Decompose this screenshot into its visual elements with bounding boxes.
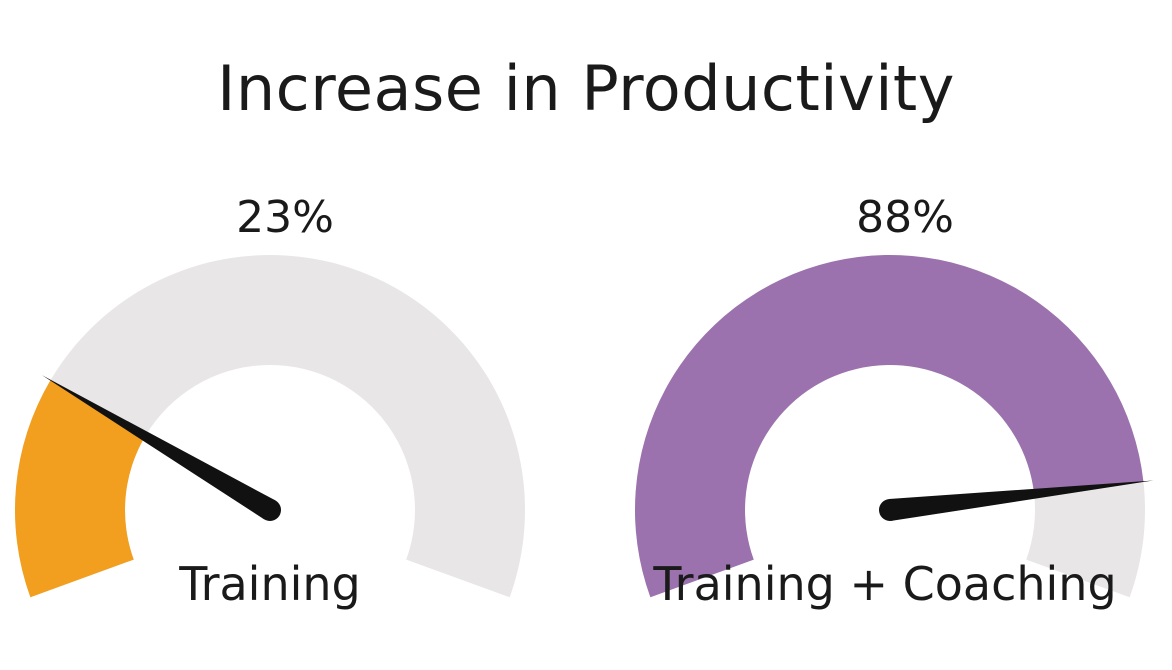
chart-title: Increase in Productivity <box>217 52 955 125</box>
gauge-needle <box>888 480 1154 521</box>
gauge-1: 23% Training <box>14 192 525 611</box>
gauge-fill <box>14 380 146 598</box>
gauge-needle-pivot <box>259 499 281 521</box>
gauge-needle <box>41 375 276 520</box>
gauge-track <box>14 255 525 598</box>
gauge-value-label: 88% <box>856 192 954 243</box>
gauge-value-label: 23% <box>236 192 334 243</box>
gauge-category-label: Training <box>178 557 361 611</box>
gauge-fill <box>634 254 1144 598</box>
gauge-2: 88% Training + Coaching <box>634 192 1154 611</box>
gauge-category-label: Training + Coaching <box>652 557 1116 611</box>
gauge-needle-pivot <box>879 499 901 521</box>
